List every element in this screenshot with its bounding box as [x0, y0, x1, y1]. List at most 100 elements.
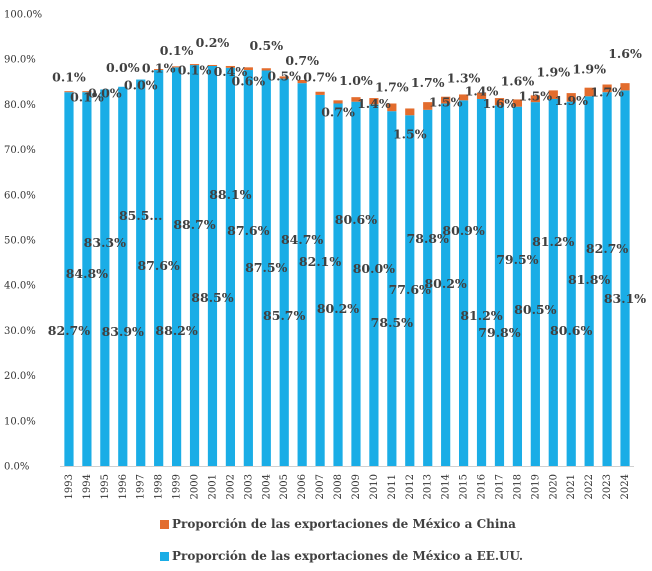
us-data-label: 87.6%	[137, 258, 179, 273]
us-data-label: 87.6%	[227, 223, 269, 238]
bar-china	[225, 65, 236, 68]
china-data-label: 1.5%	[519, 88, 553, 103]
bar-china	[171, 66, 182, 68]
china-data-label: 0.1%	[52, 70, 86, 85]
us-data-label: 78.5%	[371, 315, 413, 330]
bar-china	[566, 93, 576, 102]
bar-china	[207, 64, 218, 66]
us-data-label: 81.8%	[568, 272, 610, 287]
bar-us	[602, 92, 612, 467]
china-data-label: 1.3%	[447, 70, 481, 85]
x-tick-label: 2016	[477, 474, 488, 499]
bar-us	[136, 79, 146, 466]
bar-us	[494, 105, 505, 466]
bar-us	[261, 70, 271, 466]
bar-china	[261, 68, 271, 71]
x-tick-label: 1994	[82, 474, 93, 499]
bar-china	[315, 91, 325, 95]
x-tick-label: 2013	[423, 474, 434, 499]
x-tick-label: 2022	[584, 474, 595, 499]
us-data-label: 85.5...	[119, 208, 163, 223]
x-tick-label: 2014	[441, 474, 452, 499]
bar-china	[154, 69, 164, 71]
bar-china	[405, 108, 415, 116]
us-data-label: 87.5%	[245, 260, 287, 275]
us-data-label: 80.2%	[317, 301, 359, 316]
bar-us	[225, 67, 236, 467]
us-data-label: 82.7%	[48, 323, 90, 338]
y-tick-label: 0.0%	[4, 462, 29, 473]
us-data-label: 84.8%	[66, 266, 108, 281]
y-tick-label: 70.0%	[4, 145, 36, 156]
bar-us	[171, 67, 182, 466]
bar-us	[423, 109, 433, 466]
us-data-label: 80.5%	[514, 302, 556, 317]
bar-china	[441, 96, 451, 104]
bar-us	[315, 94, 325, 467]
x-tick-label: 2020	[548, 474, 559, 499]
x-tick-label: 1996	[118, 474, 129, 499]
us-data-label: 83.3%	[84, 235, 126, 250]
us-data-label: 88.7%	[173, 217, 215, 232]
china-data-label: 1.4%	[465, 84, 499, 99]
x-tick-label: 2000	[190, 474, 201, 499]
x-axis: 1993 1994 1995 1996 1997 1998 1999 2000 2001 2002…	[60, 466, 634, 499]
x-tick-label: 2023	[602, 474, 613, 499]
us-data-labels: 82.7% 84.8% 83.3% 83.9% 85.5... 87.6% 88.2% 88.…	[48, 187, 647, 340]
bar-us	[584, 96, 594, 466]
x-tick-label: 2006	[297, 474, 308, 499]
china-data-label: 0.6%	[232, 73, 266, 88]
y-tick-label: 90.0%	[4, 55, 36, 66]
bar-us	[333, 103, 343, 466]
china-data-label: 0.1%	[160, 43, 194, 58]
china-data-label: 1.0%	[339, 73, 373, 88]
china-data-label: 1.7%	[411, 75, 445, 90]
x-tick-label: 2019	[530, 474, 541, 499]
bar-china	[584, 87, 594, 97]
y-tick-label: 60.0%	[4, 190, 36, 201]
bar-us	[118, 86, 128, 466]
bar-us	[405, 115, 415, 467]
x-tick-label: 1997	[136, 474, 147, 499]
bar-china	[369, 98, 379, 105]
us-data-label: 79.5%	[496, 252, 538, 267]
bar-us	[64, 92, 74, 467]
y-tick-label: 20.0%	[4, 371, 36, 382]
us-data-label: 85.7%	[263, 308, 305, 323]
bar-us	[207, 65, 218, 466]
bar-china	[423, 102, 433, 110]
bar-china	[620, 83, 630, 91]
us-data-label: 80.9%	[442, 223, 484, 238]
bar-us	[458, 100, 469, 466]
us-data-label: 81.2%	[460, 308, 502, 323]
bar-us	[154, 70, 164, 466]
us-data-label: 83.9%	[102, 324, 144, 339]
bar-china	[387, 103, 397, 112]
bar-us	[387, 111, 397, 467]
y-tick-label: 40.0%	[4, 281, 36, 292]
legend-label-us: Proporción de las exportaciones de Méxic…	[172, 549, 524, 563]
x-tick-label: 2005	[279, 474, 290, 499]
china-data-label: 0.7%	[285, 53, 319, 68]
bar-us	[512, 106, 523, 466]
bar-china	[243, 67, 253, 71]
us-data-label: 84.7%	[281, 232, 323, 247]
x-tick-label: 2024	[620, 474, 631, 499]
x-tick-label: 2011	[387, 474, 398, 499]
bar-us	[100, 89, 110, 466]
bar-china	[351, 97, 361, 102]
china-data-label: 0.4%	[214, 64, 248, 79]
x-tick-label: 2012	[405, 474, 416, 499]
china-data-label: 1.4%	[357, 96, 391, 111]
bar-us	[189, 65, 200, 467]
y-tick-label: 30.0%	[4, 326, 36, 337]
china-data-label: 1.5%	[393, 126, 427, 141]
us-data-label: 78.8%	[407, 231, 449, 246]
bar-china	[512, 99, 523, 107]
us-data-label: 88.1%	[209, 187, 251, 202]
china-data-label: 0.1%	[178, 63, 212, 78]
bar-china	[279, 76, 289, 79]
x-tick-label: 2002	[225, 474, 236, 499]
us-data-label: 83.1%	[604, 291, 646, 306]
us-data-label: 88.2%	[155, 323, 197, 338]
